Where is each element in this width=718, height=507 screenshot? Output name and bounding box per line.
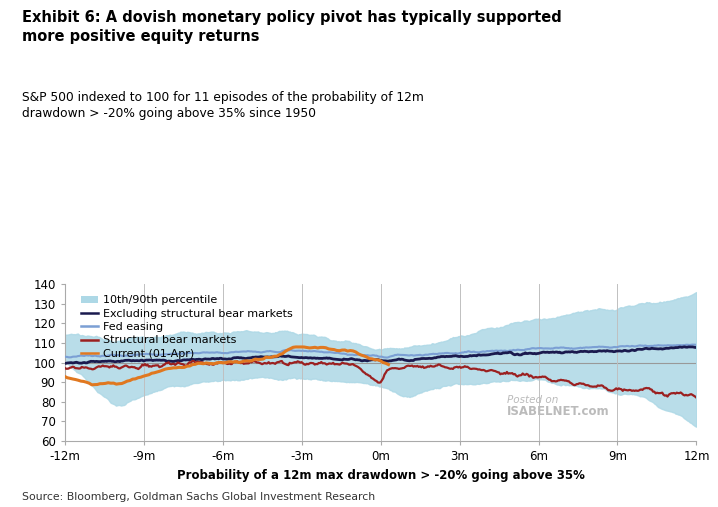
Text: ISABELNET.com: ISABELNET.com [507,405,610,418]
Text: Exhibit 6: A dovish monetary policy pivot has typically supported
more positive : Exhibit 6: A dovish monetary policy pivo… [22,10,561,44]
Legend: 10th/90th percentile, Excluding structural bear markets, Fed easing, Structural : 10th/90th percentile, Excluding structur… [77,291,297,364]
Text: Posted on: Posted on [507,395,559,405]
X-axis label: Probability of a 12m max drawdown > -20% going above 35%: Probability of a 12m max drawdown > -20%… [177,468,584,482]
Text: S&P 500 indexed to 100 for 11 episodes of the probability of 12m
drawdown > -20%: S&P 500 indexed to 100 for 11 episodes o… [22,91,424,120]
Text: Source: Bloomberg, Goldman Sachs Global Investment Research: Source: Bloomberg, Goldman Sachs Global … [22,492,375,502]
